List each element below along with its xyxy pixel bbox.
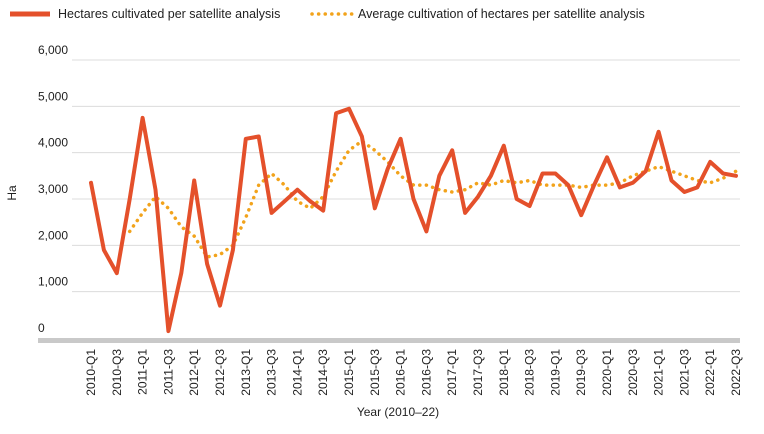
x-tick-label: 2011-Q1 (136, 349, 150, 395)
x-axis-baseline (38, 338, 740, 343)
x-tick-label: 2015-Q1 (342, 349, 356, 396)
x-tick-label: 2016-Q3 (419, 349, 433, 396)
x-tick-label: 2022-Q3 (729, 349, 743, 396)
legend-item-series-1: Hectares cultivated per satellite analys… (10, 7, 280, 21)
x-tick-label: 2014-Q1 (290, 349, 304, 396)
x-tick-label: 2016-Q1 (394, 349, 408, 396)
x-tick-label: 2014-Q3 (316, 349, 330, 396)
x-tick-label: 2010-Q3 (110, 349, 124, 396)
plot-area (89, 106, 738, 334)
x-tick-label: 2019-Q3 (574, 349, 588, 396)
x-tick-label: 2018-Q1 (497, 349, 511, 396)
legend-item-series-2: Average cultivation of hectares per sate… (310, 7, 645, 21)
x-tick-label: 2017-Q1 (445, 349, 459, 396)
y-axis-title: Ha (5, 185, 19, 201)
series-line-1 (89, 106, 738, 334)
x-tick-label: 2019-Q1 (548, 349, 562, 396)
y-tick-label: 2,000 (38, 228, 68, 242)
x-axis (38, 338, 740, 343)
x-axis-tick-labels: 2010-Q1 2010-Q3 2011-Q1 2011-Q3 2012-Q1 2012-… (84, 349, 743, 396)
x-tick-label: 2012-Q1 (187, 349, 201, 396)
x-tick-label: 2012-Q3 (213, 349, 227, 396)
x-tick-label: 2010-Q1 (84, 349, 98, 396)
x-tick-label: 2021-Q1 (652, 349, 666, 396)
x-tick-label: 2013-Q1 (239, 349, 253, 396)
x-tick-label: 2013-Q3 (265, 349, 279, 396)
y-tick-label: 1,000 (38, 275, 68, 289)
y-tick-label: 4,000 (38, 136, 68, 150)
y-axis-tick-labels: 0 1,000 2,000 3,000 4,000 5,000 6,000 (38, 43, 68, 335)
x-tick-label: 2021-Q3 (677, 349, 691, 396)
x-tick-label: 2015-Q3 (368, 349, 382, 396)
x-tick-label: 2017-Q3 (471, 349, 485, 396)
x-tick-label: 2018-Q3 (523, 349, 537, 396)
legend-label: Average cultivation of hectares per sate… (358, 7, 645, 21)
y-tick-label: 6,000 (38, 43, 68, 57)
y-tick-label: 5,000 (38, 89, 68, 103)
x-tick-label: 2022-Q1 (703, 349, 717, 396)
x-tick-label: 2011-Q3 (161, 349, 175, 395)
y-tick-label: 3,000 (38, 182, 68, 196)
x-tick-label: 2020-Q1 (600, 349, 614, 396)
legend: Hectares cultivated per satellite analys… (10, 7, 645, 21)
series-line-2 (127, 139, 738, 259)
legend-label: Hectares cultivated per satellite analys… (58, 7, 280, 21)
y-tick-label: 0 (38, 321, 45, 335)
x-tick-label: 2020-Q3 (626, 349, 640, 396)
x-axis-title: Year (2010–22) (357, 405, 439, 419)
